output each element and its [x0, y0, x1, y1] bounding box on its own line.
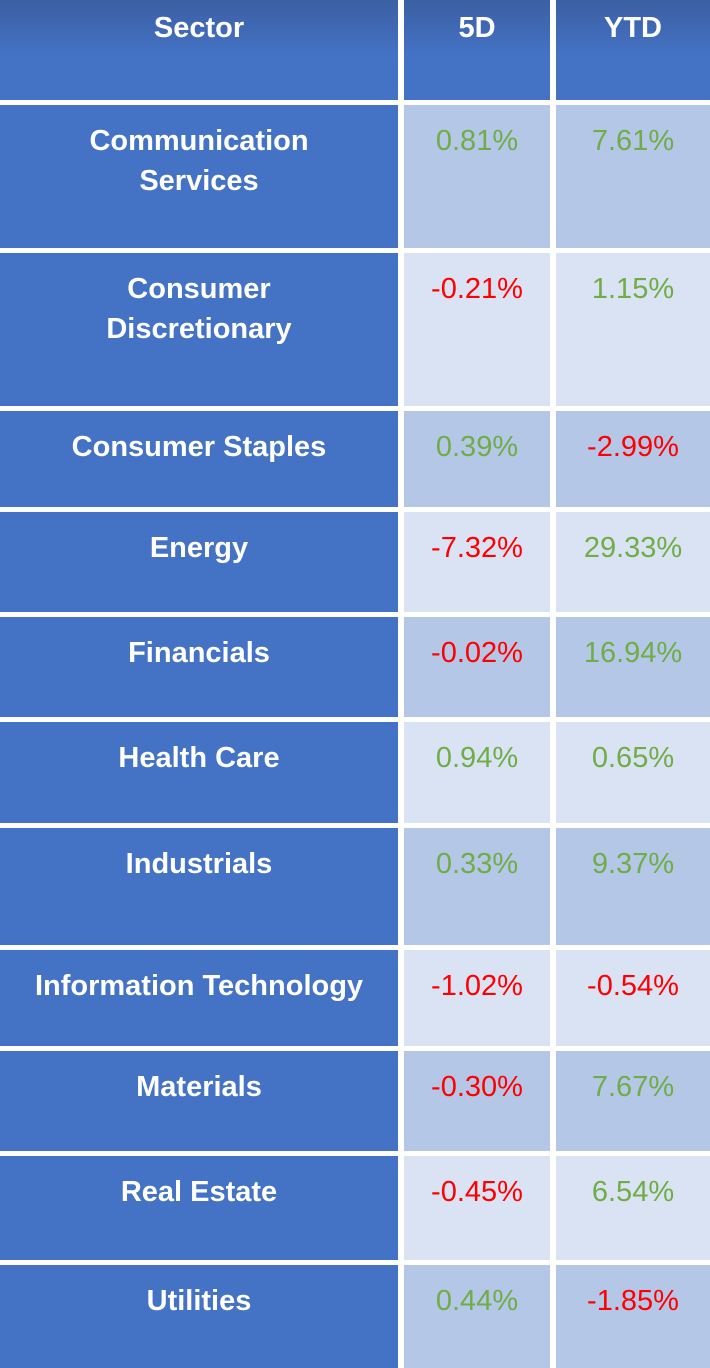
- table-row: Industrials 0.33% 9.37%: [0, 822, 710, 950]
- sector-cell: Materials: [0, 1045, 404, 1156]
- sector-cell: Real Estate: [0, 1150, 404, 1265]
- table-row: Consumer Staples 0.39% -2.99%: [0, 405, 710, 512]
- sector-cell: Information Technology: [0, 944, 404, 1051]
- value-cell-ytd: 16.94%: [550, 611, 710, 722]
- value-cell-5d: 0.94%: [398, 716, 556, 828]
- sector-label: Energy: [149, 531, 249, 564]
- table-row: Consumer Discretionary -0.21% 1.15%: [0, 247, 710, 411]
- sector-cell: Industrials: [0, 822, 404, 950]
- header-row: Sector 5D YTD: [0, 0, 710, 105]
- sector-cell: Communication Services: [0, 99, 404, 253]
- sector-label: Materials: [136, 1070, 262, 1103]
- sector-label: Consumer Discretionary: [106, 272, 292, 346]
- sector-cell: Energy: [0, 506, 404, 617]
- sector-label: Industrials: [125, 847, 273, 880]
- value-cell-5d: 0.44%: [398, 1259, 556, 1368]
- sector-label: Real Estate: [120, 1175, 278, 1208]
- value-cell-5d: 0.33%: [398, 822, 556, 950]
- sector-cell: Health Care: [0, 716, 404, 828]
- value-cell-5d: -7.32%: [398, 506, 556, 617]
- value-cell-5d: 0.39%: [398, 405, 556, 512]
- sector-label: Communication Services: [89, 124, 309, 198]
- table-row: Financials -0.02% 16.94%: [0, 611, 710, 722]
- table-row: Information Technology -1.02% -0.54%: [0, 944, 710, 1051]
- value-cell-ytd: 29.33%: [550, 506, 710, 617]
- value-cell-5d: 0.81%: [398, 99, 556, 253]
- value-cell-ytd: 9.37%: [550, 822, 710, 950]
- sector-label: Consumer Staples: [71, 430, 327, 463]
- table-row: Energy -7.32% 29.33%: [0, 506, 710, 617]
- value-cell-ytd: 6.54%: [550, 1150, 710, 1265]
- table-row: Health Care 0.94% 0.65%: [0, 716, 710, 828]
- value-cell-5d: -0.45%: [398, 1150, 556, 1265]
- column-header-sector: Sector: [0, 0, 404, 105]
- sector-label: Information Technology: [34, 969, 364, 1002]
- value-cell-ytd: -2.99%: [550, 405, 710, 512]
- sector-cell: Financials: [0, 611, 404, 722]
- table-row: Communication Services 0.81% 7.61%: [0, 99, 710, 253]
- value-cell-5d: -1.02%: [398, 944, 556, 1051]
- table-row: Materials -0.30% 7.67%: [0, 1045, 710, 1156]
- value-cell-ytd: 7.67%: [550, 1045, 710, 1156]
- sector-cell: Consumer Staples: [0, 405, 404, 512]
- sector-cell: Utilities: [0, 1259, 404, 1368]
- value-cell-5d: -0.30%: [398, 1045, 556, 1156]
- value-cell-ytd: 0.65%: [550, 716, 710, 828]
- sector-cell: Consumer Discretionary: [0, 247, 404, 411]
- column-header-5d: 5D: [398, 0, 556, 105]
- sector-label: Financials: [128, 636, 270, 669]
- table-row: Utilities 0.44% -1.85%: [0, 1259, 710, 1368]
- column-header-ytd: YTD: [550, 0, 710, 105]
- value-cell-5d: -0.02%: [398, 611, 556, 722]
- table-row: Real Estate -0.45% 6.54%: [0, 1150, 710, 1265]
- value-cell-ytd: 1.15%: [550, 247, 710, 411]
- sector-label: Health Care: [118, 741, 280, 774]
- sector-label: Utilities: [146, 1284, 252, 1317]
- value-cell-ytd: 7.61%: [550, 99, 710, 253]
- value-cell-5d: -0.21%: [398, 247, 556, 411]
- value-cell-ytd: -0.54%: [550, 944, 710, 1051]
- value-cell-ytd: -1.85%: [550, 1259, 710, 1368]
